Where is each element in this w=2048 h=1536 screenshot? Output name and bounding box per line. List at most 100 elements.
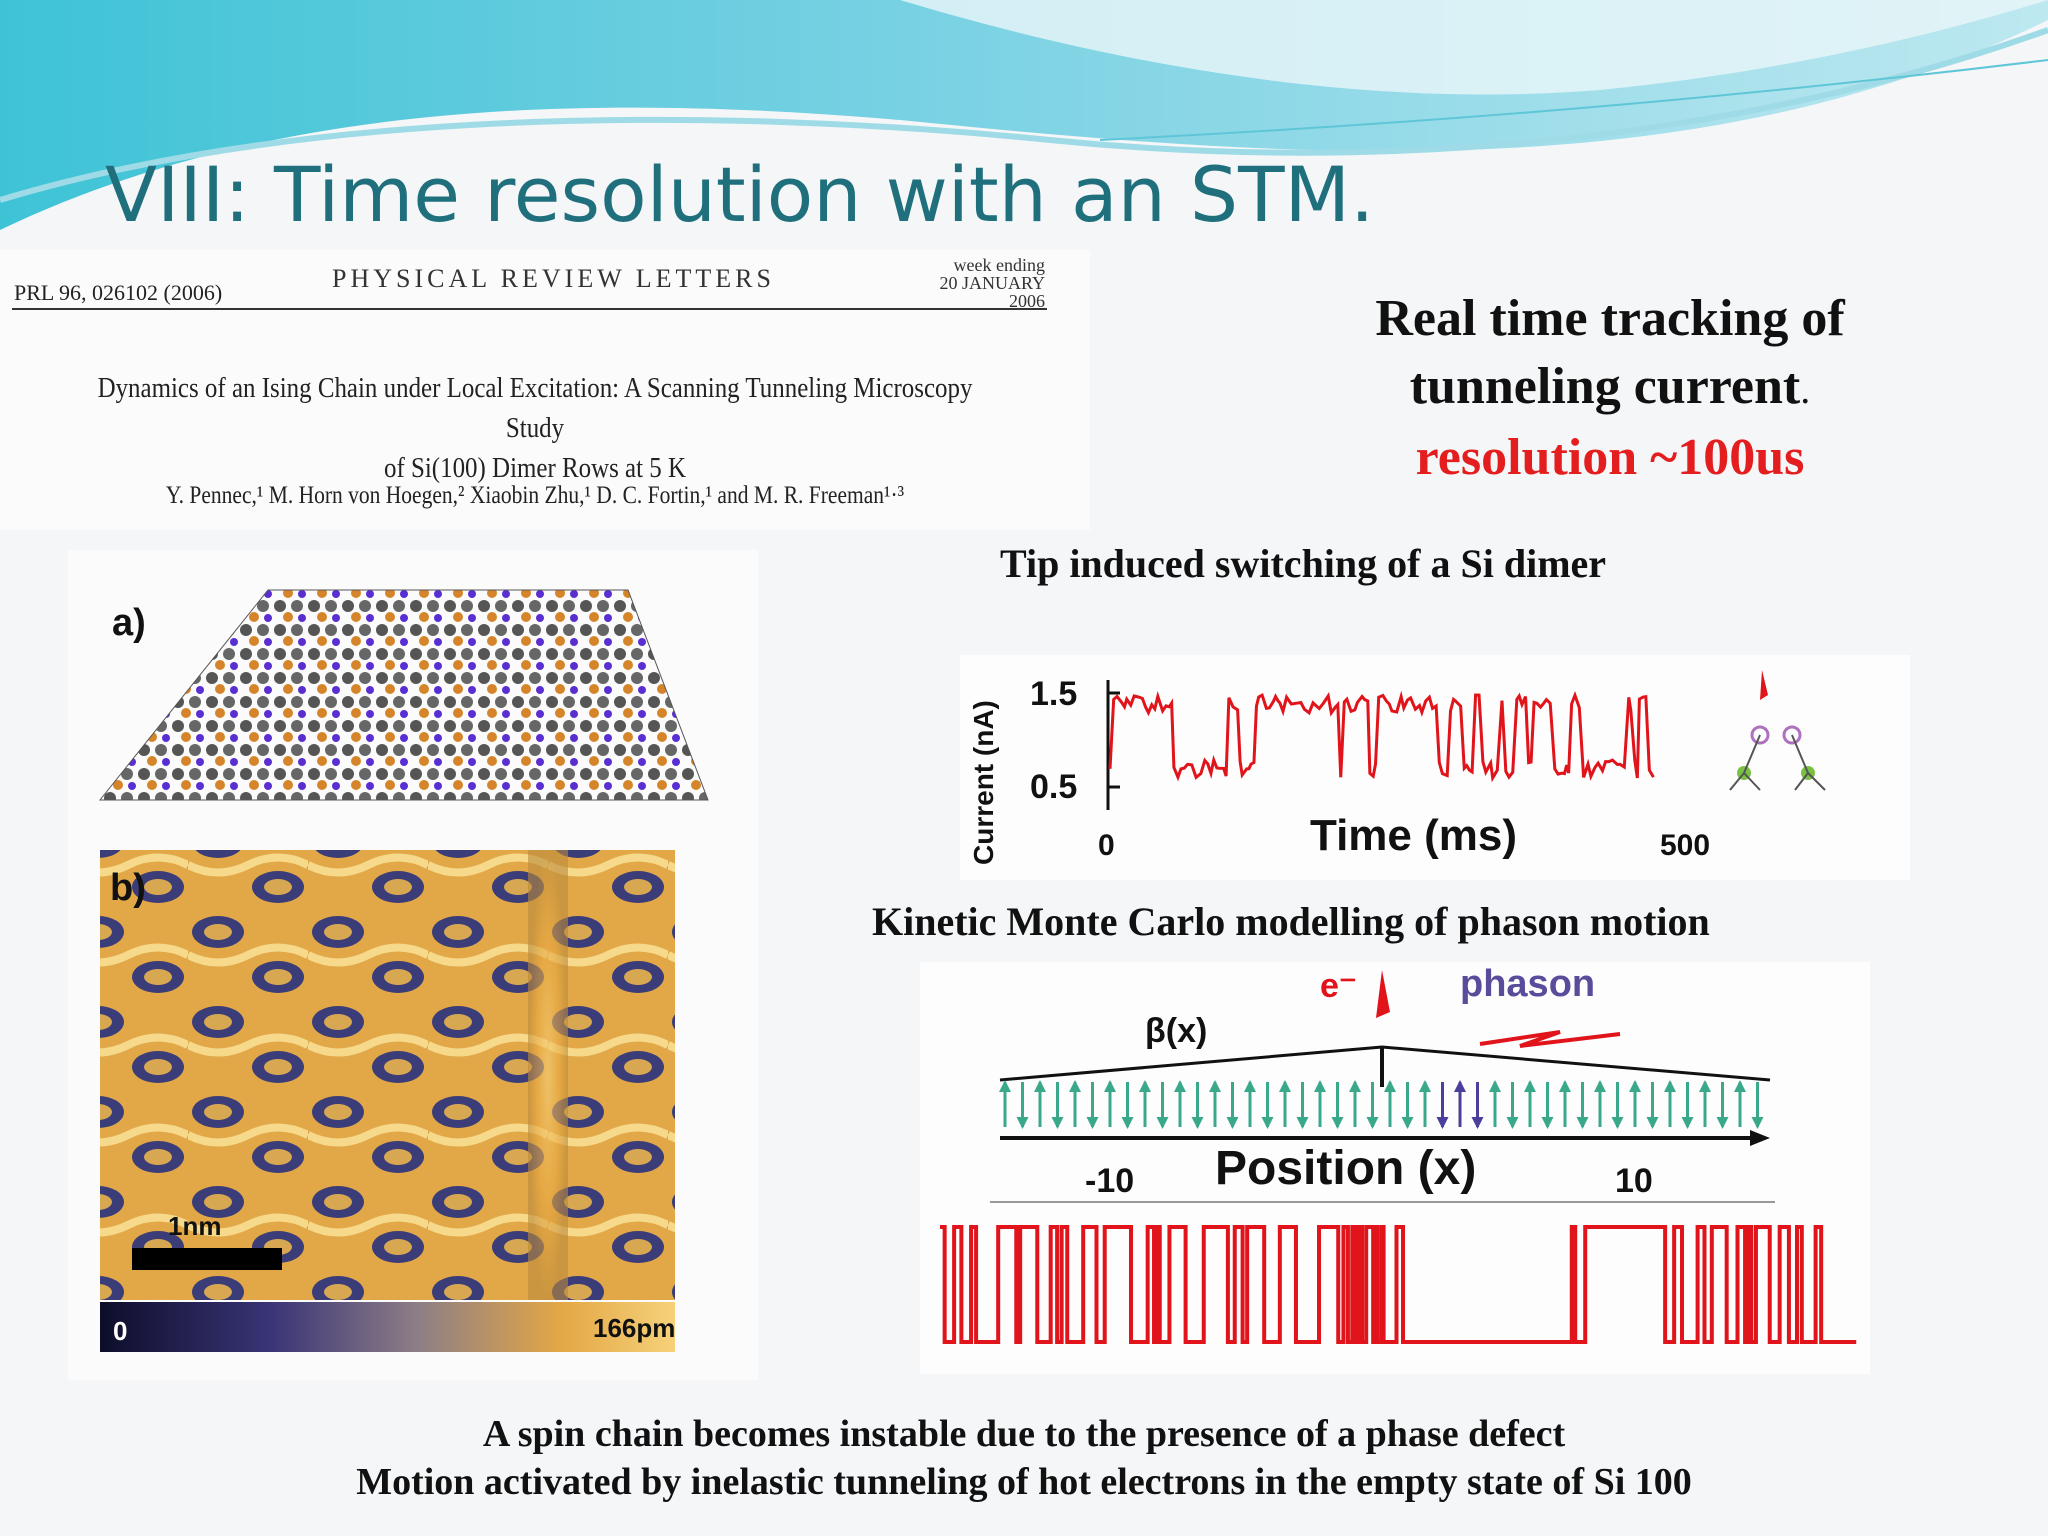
headline-line2-text: tunneling current — [1409, 358, 1801, 415]
week-date: 20 JANUARY 2006 — [939, 273, 1045, 311]
spin-arrow-head — [1261, 1117, 1274, 1129]
spin-arrow-head — [1156, 1117, 1169, 1129]
spin-arrow-head — [1646, 1117, 1659, 1129]
summary-line1: A spin chain becomes instable due to the… — [482, 1413, 1566, 1455]
spin-arrow-head — [1384, 1080, 1396, 1092]
spin-arrow-head — [1471, 1117, 1484, 1129]
spin-arrow-head — [1734, 1080, 1746, 1092]
spin-arrow-head — [1716, 1117, 1729, 1129]
headline: Real time tracking of tunneling current.… — [1260, 285, 1960, 492]
header-rule — [12, 308, 1047, 310]
paper-header: PRL 96, 026102 (2006) PHYSICAL REVIEW LE… — [0, 250, 1090, 530]
current-xlabel: Time (ms) — [1310, 811, 1517, 860]
spin-arrow-head — [1244, 1080, 1256, 1092]
paper-title-line2: of Si(100) Dimer Rows at 5 K — [383, 452, 687, 484]
spin-arrow-head — [1226, 1117, 1239, 1129]
spin-arrow-head — [1069, 1080, 1081, 1092]
paper-title: Dynamics of an Ising Chain under Local E… — [84, 368, 987, 488]
xtick-left: -10 — [1085, 1162, 1134, 1200]
spin-arrow-head — [1279, 1080, 1291, 1092]
issue-date: week ending 20 JANUARY 2006 — [900, 256, 1045, 310]
stm-figure: a) b) 1nm 0 166pm — [68, 550, 758, 1380]
spin-arrow-head — [1454, 1080, 1466, 1092]
spin-arrow-head — [1034, 1080, 1046, 1092]
spin-arrow-head — [1489, 1080, 1501, 1092]
bottom-summary: A spin chain becomes instable due to the… — [0, 1410, 2048, 1506]
xtick-end: 500 — [1660, 829, 1710, 862]
spin-arrow-head — [1506, 1117, 1519, 1129]
slide-title: VIII: Time resolution with an STM. — [105, 150, 1375, 239]
colorbar-min: 0 — [113, 1316, 127, 1346]
current-trace-graphic: Current (nA) 1.5 0.5 0 Time (ms) 500 — [968, 670, 1826, 865]
caption-tip-switching: Tip induced switching of a Si dimer — [1000, 541, 1607, 586]
kmc-figure: e⁻ phason β(x) -10 Position (x) 10 — [920, 962, 1870, 1374]
phason-motion-arrow-icon — [1479, 1030, 1621, 1048]
spin-arrow-head — [1664, 1080, 1676, 1092]
headline-line1: Real time tracking of — [1375, 290, 1845, 347]
paper-title-line1: Dynamics of an Ising Chain under Local E… — [97, 372, 973, 444]
spin-arrow-head — [1576, 1117, 1589, 1129]
spin-arrow-head — [1629, 1080, 1641, 1092]
spin-arrow-head — [1139, 1080, 1151, 1092]
caption-kmc: Kinetic Monte Carlo modelling of phason … — [872, 899, 1710, 944]
xtick-start: 0 — [1098, 829, 1115, 862]
electron-arrow-icon — [1376, 970, 1390, 1018]
spin-arrow-head — [1594, 1080, 1606, 1092]
panel-b-label: b) — [110, 867, 146, 909]
current-trace-figure: Current (nA) 1.5 0.5 0 Time (ms) 500 — [960, 655, 1910, 880]
xtick-right: 10 — [1615, 1162, 1653, 1200]
current-ylabel: Current (nA) — [968, 700, 999, 865]
week-label: week ending — [953, 255, 1045, 275]
stm-image — [100, 850, 675, 1300]
spin-arrow-head — [1681, 1117, 1694, 1129]
scale-bar-label: 1nm — [168, 1211, 221, 1241]
spin-arrow-head — [1401, 1117, 1414, 1129]
ytick-low: 0.5 — [1030, 768, 1077, 806]
position-xlabel: Position (x) — [1215, 1142, 1476, 1195]
summary-line2: Motion activated by inelastic tunneling … — [356, 1461, 1692, 1503]
spin-arrow-head — [1559, 1080, 1571, 1092]
spin-arrow-head — [1296, 1117, 1309, 1129]
ytick-high: 1.5 — [1030, 675, 1077, 713]
spin-arrow-head — [1209, 1080, 1221, 1092]
current-trace-line — [1108, 690, 1655, 783]
colorbar-max: 166pm — [593, 1313, 675, 1343]
spin-arrow-head — [1174, 1080, 1186, 1092]
spin-arrow-head — [1191, 1117, 1204, 1129]
paper-authors: Y. Pennec,¹ M. Horn von Hoegen,² Xiaobin… — [165, 482, 905, 509]
spin-arrow-head — [1524, 1080, 1536, 1092]
spin-arrow-head — [1366, 1117, 1379, 1129]
headline-resolution: resolution ~100us — [1415, 429, 1805, 486]
spin-arrow-head — [1751, 1117, 1764, 1129]
spin-arrow-head — [1331, 1117, 1344, 1129]
spin-arrow-head — [1541, 1117, 1554, 1129]
kmc-telegraph-trace — [940, 1225, 1857, 1344]
paper-reference: PRL 96, 026102 (2006) — [14, 280, 223, 305]
stm-figure-graphic: a) b) 1nm 0 166pm — [98, 589, 709, 1352]
spin-arrow-head — [1016, 1117, 1029, 1129]
si-lattice-model — [98, 589, 709, 801]
headline-line2-suffix: . — [1800, 367, 1811, 412]
electron-label: e⁻ — [1320, 967, 1357, 1005]
headline-line2: tunneling current. — [1260, 353, 1960, 424]
si-dimer-icon — [1729, 670, 1826, 791]
colorbar — [100, 1302, 675, 1352]
panel-a-label: a) — [112, 602, 146, 644]
journal-name: PHYSICAL REVIEW LETTERS — [332, 264, 775, 293]
spin-arrow-head — [1314, 1080, 1326, 1092]
spin-arrow-head — [1086, 1117, 1099, 1129]
position-axis-arrowhead — [1750, 1130, 1770, 1146]
spin-arrow-head — [1121, 1117, 1134, 1129]
beta-profile — [999, 1045, 1771, 1082]
spin-chain — [999, 1080, 1764, 1129]
spin-arrow-head — [1051, 1117, 1064, 1129]
spin-arrow-head — [1349, 1080, 1361, 1092]
kmc-graphic: e⁻ phason β(x) -10 Position (x) 10 — [940, 963, 1857, 1344]
beta-label: β(x) — [1145, 1012, 1207, 1050]
spin-arrow-head — [1419, 1080, 1431, 1092]
spin-arrow-head — [999, 1080, 1011, 1092]
phase-defect-streak — [528, 850, 568, 1300]
scale-bar — [132, 1248, 282, 1270]
phason-label: phason — [1460, 963, 1595, 1005]
spin-arrow-head — [1436, 1117, 1449, 1129]
